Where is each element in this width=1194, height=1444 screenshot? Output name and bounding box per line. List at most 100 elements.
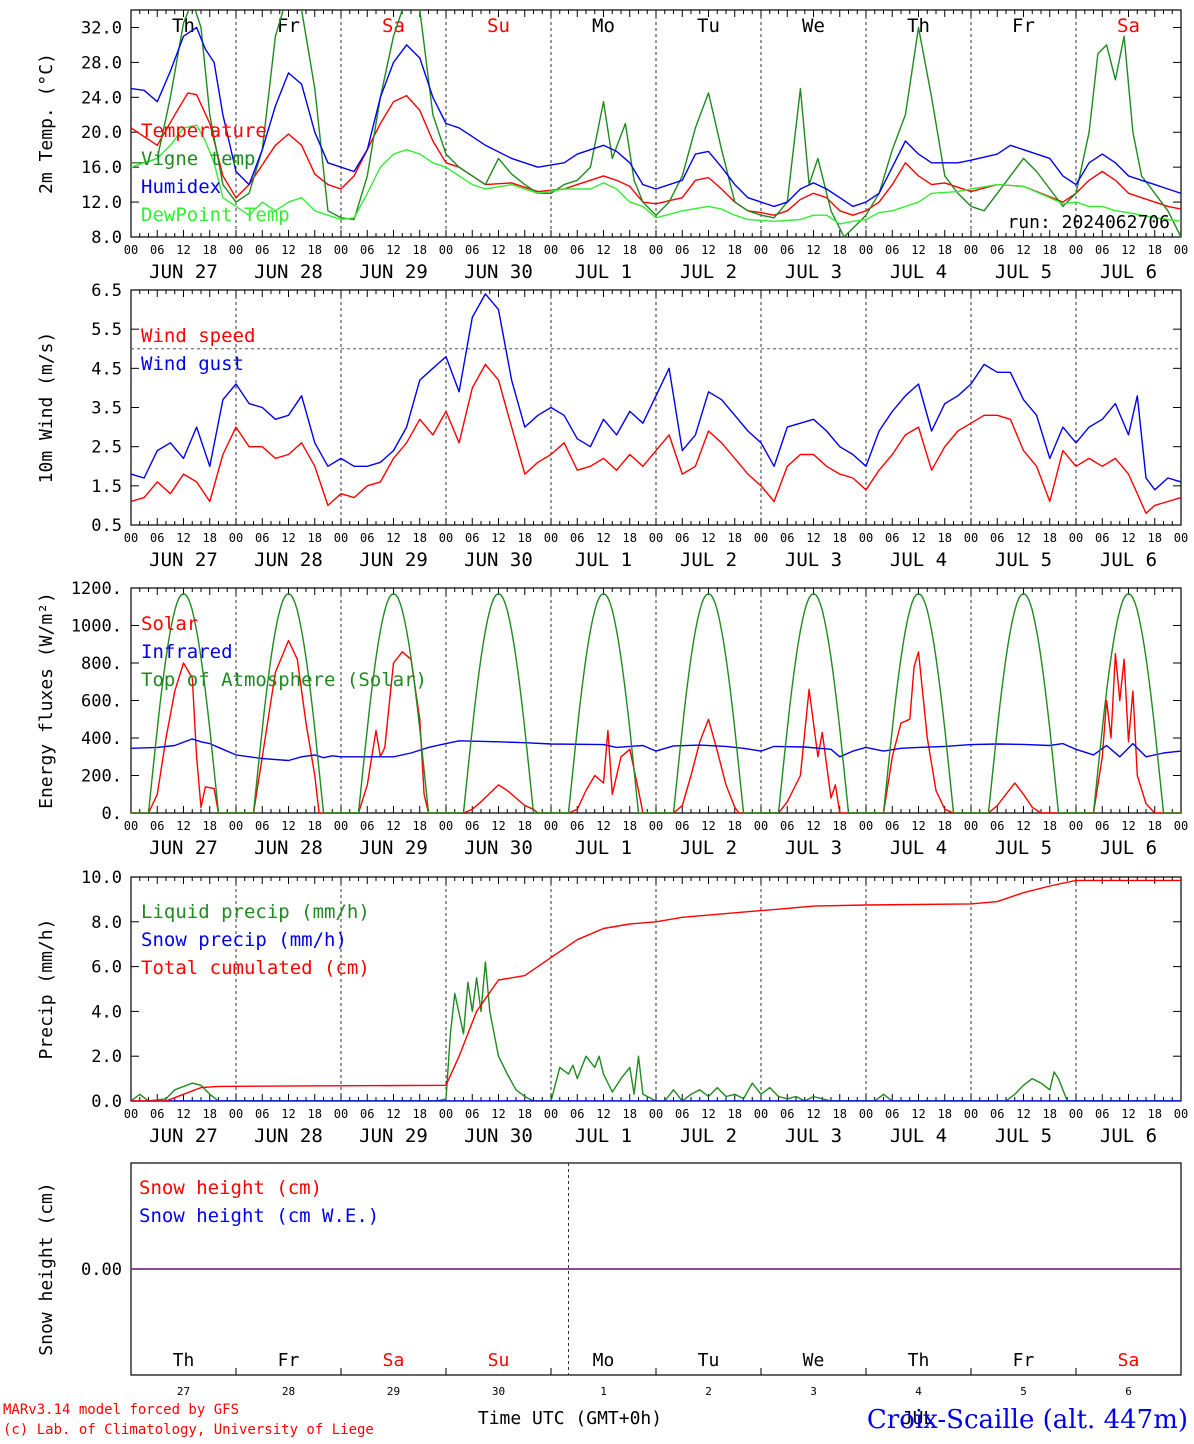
hour-tick-label: 12 xyxy=(1016,531,1030,545)
panel-energy: 00 06 12 18 00 06 12 18 00 06 12 18 00 06 12 18 00 06 12 18… xyxy=(36,579,1188,859)
y-tick-label: 10.0 xyxy=(81,868,122,888)
hour-tick-label: 18 xyxy=(413,531,427,545)
day-name-label: Sa xyxy=(382,15,405,37)
hour-tick-label: 06 xyxy=(780,243,794,257)
date-label: JUL 1 xyxy=(575,549,632,571)
y-axis-label: 2m Temp. (°C) xyxy=(36,53,57,194)
hour-tick-label: 06 xyxy=(150,243,164,257)
legend-label: Wind speed xyxy=(141,325,255,347)
date-label: JUL 2 xyxy=(680,837,737,859)
hour-tick-label: 12 xyxy=(596,243,610,257)
plot-area xyxy=(131,592,1181,813)
hour-tick-label: 06 xyxy=(1095,243,1109,257)
hour-tick-label: 18 xyxy=(623,243,637,257)
hour-tick-label: 18 xyxy=(728,531,742,545)
hour-tick-label: 18 xyxy=(1043,1107,1057,1121)
hour-tick-label: 18 xyxy=(1148,1107,1162,1121)
hour-tick-label: 06 xyxy=(570,819,584,833)
hour-tick-label: 18 xyxy=(728,1107,742,1121)
hour-tick-label: 06 xyxy=(885,1107,899,1121)
hour-tick-label: 00 xyxy=(439,1107,453,1121)
hour-tick-label: 00 xyxy=(1174,819,1188,833)
y-tick-label: 1000. xyxy=(71,617,122,637)
date-label: JUL 6 xyxy=(1100,261,1157,283)
day-number-label: 27 xyxy=(177,1385,190,1398)
hour-tick-label: 12 xyxy=(176,1107,190,1121)
hour-tick-label: 00 xyxy=(229,531,243,545)
hour-tick-label: 06 xyxy=(570,531,584,545)
legend-label: Top of Atmosphere (Solar) xyxy=(141,669,427,691)
y-tick-label: 32.0 xyxy=(81,18,122,38)
y-tick-label: 400. xyxy=(81,729,122,749)
hour-tick-label: 00 xyxy=(439,243,453,257)
series-line-wind-speed xyxy=(131,363,1181,514)
hour-tick-label: 00 xyxy=(544,243,558,257)
date-label: JUL 3 xyxy=(785,837,842,859)
hour-tick-label: 00 xyxy=(649,1107,663,1121)
legend-label: DewPoint Temp xyxy=(141,204,290,226)
hour-tick-label: 18 xyxy=(833,1107,847,1121)
date-label: JUN 30 xyxy=(464,261,533,283)
hour-tick-label: 06 xyxy=(465,1107,479,1121)
hour-tick-label: 18 xyxy=(728,819,742,833)
y-tick-label: 28.0 xyxy=(81,53,122,73)
hour-tick-label: 00 xyxy=(334,243,348,257)
legend-label: Total cumulated (cm) xyxy=(141,957,370,979)
y-tick-label: 600. xyxy=(81,692,122,712)
hour-tick-label: 12 xyxy=(386,1107,400,1121)
series-line-total-cumulated-cm- xyxy=(131,879,1181,1101)
hour-tick-label: 18 xyxy=(833,531,847,545)
hour-tick-label: 06 xyxy=(1095,531,1109,545)
hour-tick-label: 12 xyxy=(176,243,190,257)
y-tick-label: 12.0 xyxy=(81,193,122,213)
y-axis-label: Precip (mm/h) xyxy=(36,919,57,1060)
date-label: JUN 27 xyxy=(149,837,218,859)
hour-tick-label: 18 xyxy=(938,243,952,257)
day-number-label: 2 xyxy=(705,1385,712,1398)
y-tick-label: 16.0 xyxy=(81,158,122,178)
y-axis-label: Snow height (cm) xyxy=(36,1182,57,1355)
date-label: JUN 29 xyxy=(359,1125,428,1147)
hour-tick-label: 12 xyxy=(491,819,505,833)
day-number-label: 1 xyxy=(600,1385,607,1398)
hour-tick-label: 00 xyxy=(1069,819,1083,833)
hour-tick-label: 12 xyxy=(806,243,820,257)
hour-tick-label: 12 xyxy=(281,243,295,257)
date-label: JUL 6 xyxy=(1100,837,1157,859)
hour-tick-label: 12 xyxy=(281,1107,295,1121)
hour-tick-label: 18 xyxy=(1148,243,1162,257)
plot-area xyxy=(131,293,1181,514)
hour-tick-label: 18 xyxy=(728,243,742,257)
credit-line: (c) Lab. of Climatology, University of L… xyxy=(3,1422,374,1438)
hour-tick-label: 12 xyxy=(911,1107,925,1121)
day-number-label: 30 xyxy=(492,1385,505,1398)
hour-tick-label: 00 xyxy=(334,531,348,545)
y-tick-label: 2.0 xyxy=(91,1047,122,1067)
hour-tick-label: 06 xyxy=(360,531,374,545)
hour-tick-label: 18 xyxy=(1148,531,1162,545)
y-tick-label: 1200. xyxy=(71,579,122,599)
hour-tick-label: 12 xyxy=(596,531,610,545)
legend-label: Vigne temp xyxy=(141,148,255,170)
hour-tick-label: 12 xyxy=(1016,243,1030,257)
hour-tick-label: 06 xyxy=(570,243,584,257)
hour-tick-label: 18 xyxy=(833,819,847,833)
hour-tick-label: 12 xyxy=(1121,531,1135,545)
month-label: JUL xyxy=(902,1408,935,1429)
series-line-infrared xyxy=(131,738,1181,762)
y-tick-label: 8.0 xyxy=(91,228,122,248)
hour-tick-label: 00 xyxy=(544,531,558,545)
hour-tick-label: 18 xyxy=(203,1107,217,1121)
hour-tick-label: 12 xyxy=(701,243,715,257)
hour-tick-label: 12 xyxy=(596,819,610,833)
y-tick-label: 0.5 xyxy=(91,516,122,536)
date-label: JUL 2 xyxy=(680,549,737,571)
y-tick-label: 8.0 xyxy=(91,913,122,933)
y-tick-label: 6.0 xyxy=(91,958,122,978)
hour-tick-label: 00 xyxy=(229,243,243,257)
hour-tick-label: 12 xyxy=(176,531,190,545)
hour-tick-label: 12 xyxy=(386,819,400,833)
day-number-label: 4 xyxy=(915,1385,922,1398)
date-label: JUN 27 xyxy=(149,261,218,283)
hour-tick-label: 06 xyxy=(465,531,479,545)
